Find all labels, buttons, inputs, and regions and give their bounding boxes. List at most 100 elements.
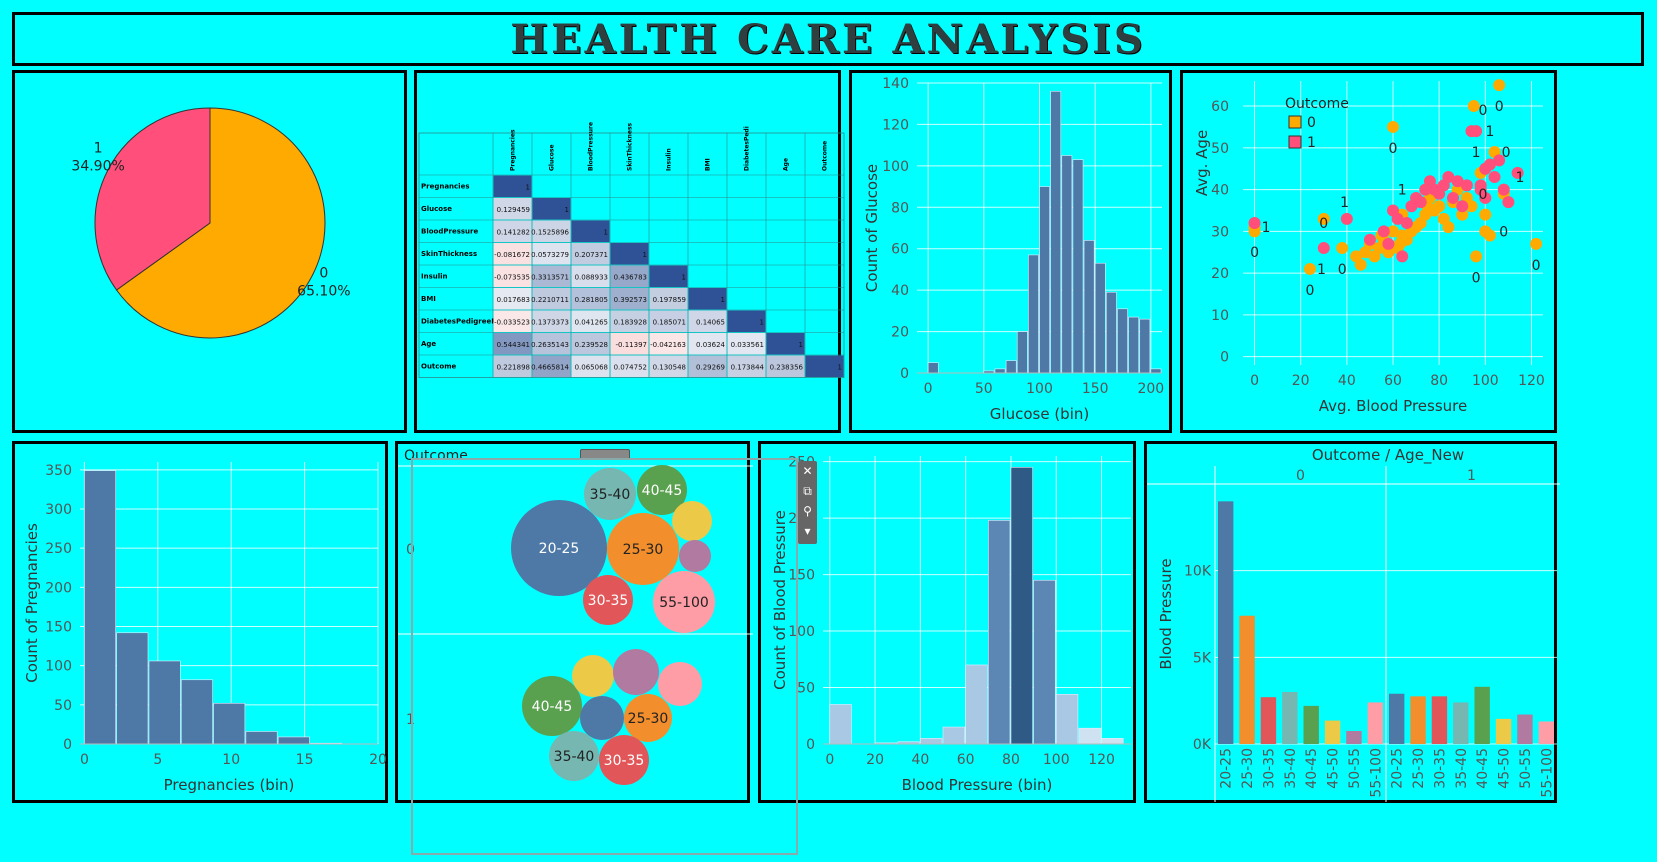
- scatter-annotation: 1: [1340, 195, 1349, 211]
- scatter-plot[interactable]: 0 20 40 60 80 100 1200102030405060010101001000…: [1183, 73, 1560, 436]
- scatter-annotation: 1: [1485, 124, 1494, 140]
- age-bar-panel[interactable]: Outcome / Age_New 0 1 0K 5K 10K 20-25 25-30 30-3…: [1144, 441, 1560, 806]
- scatter-point: [1456, 208, 1469, 221]
- table-cell-value: 0.129459: [497, 206, 530, 214]
- histogram-bar: [213, 702, 246, 745]
- scatter-point: [1497, 183, 1510, 196]
- table-cell: [610, 288, 649, 310]
- correlation-table[interactable]: Pregnancies Glucose BloodPressure SkinThick…: [417, 73, 845, 436]
- pie-chart[interactable]: 0 65.10% 1 34.90%: [15, 73, 410, 436]
- y-tick-label: 150: [45, 620, 72, 636]
- table-cell-value: 0.065068: [575, 363, 608, 371]
- bubble-label: 55-100: [659, 595, 709, 611]
- table-cell: [532, 265, 571, 287]
- scatter-point: [1530, 237, 1543, 250]
- scatter-annotation: 0: [1479, 103, 1488, 119]
- histogram-bar: [994, 368, 1006, 374]
- table-cell: [532, 220, 571, 242]
- pie-chart-panel[interactable]: 0 65.10% 1 34.90%: [12, 70, 407, 433]
- scatter-point: [1467, 100, 1480, 113]
- glucose-histogram[interactable]: 0 50 100 150 200 0 20 40 60 80 100 120 140 Glucose (b…: [852, 73, 1175, 436]
- table-cell-value: 0.4665814: [531, 363, 569, 371]
- y-tick-label: 0: [900, 366, 909, 382]
- more-options-icon[interactable]: ▾: [804, 524, 811, 538]
- table-cell-value: 0.392573: [614, 296, 647, 304]
- legend-title: Outcome: [1285, 96, 1349, 112]
- age-bar: [1367, 702, 1383, 744]
- scatter-point: [1456, 200, 1469, 213]
- age-bar: [1389, 693, 1405, 744]
- y-tick-label: 0K: [1193, 737, 1212, 753]
- age-bar: [1538, 721, 1554, 744]
- scatter-point: [1340, 212, 1353, 225]
- blood-pressure-histogram[interactable]: 020406080100120050100150200250Blood Pres…: [761, 444, 1139, 806]
- y-tick-label: 120: [882, 117, 909, 133]
- table-column-header: Pregnancies: [510, 129, 517, 171]
- table-row-header: Pregnancies: [421, 182, 470, 190]
- scatter-annotation: 0: [1502, 145, 1511, 161]
- histogram-bar: [1033, 579, 1056, 745]
- table-cell: [727, 355, 766, 377]
- y-tick-label: 0: [806, 737, 815, 753]
- close-icon[interactable]: ✕: [802, 464, 813, 478]
- table-row-header: Age: [421, 340, 436, 348]
- histogram-bar: [84, 470, 116, 745]
- pregnancies-histogram[interactable]: 0 5 10 15 20050100150200250300350Pregnancies…: [15, 444, 391, 806]
- table-row-header: DiabetesPedigreeFun: [421, 317, 506, 325]
- age-bar: [1474, 686, 1490, 744]
- bubble-chart[interactable]: Outcome 0 1 20-25 25-30 35-40 40-45 30-35 55-100…: [398, 444, 753, 806]
- pregnancies-histogram-panel[interactable]: 0 5 10 15 20 0 50 100 150 200 250 300 350 Pregnancies…: [12, 441, 388, 803]
- blood-pressure-histogram-panel[interactable]: 020406080100120050100150200250Blood Pres…: [758, 441, 1136, 803]
- y-tick-label: 40: [1211, 183, 1229, 199]
- bubble: [511, 500, 607, 596]
- table-border: [418, 132, 845, 378]
- x-tick-label: 100: [1043, 752, 1070, 768]
- table-row-header: SkinThickness: [421, 250, 477, 258]
- table-column-header: BMI: [705, 158, 712, 171]
- glucose-histogram-panel[interactable]: 0 50 100 150 200 0 20 40 60 80 100 120 140 Glucose (b…: [849, 70, 1172, 433]
- legend-swatch: [1288, 135, 1302, 149]
- table-cell: [532, 310, 571, 332]
- x-tick-label: 60: [1384, 373, 1402, 389]
- x-tick-label: 0: [924, 381, 933, 397]
- scatter-point: [1433, 200, 1446, 213]
- table-cell-value: 1: [838, 363, 842, 371]
- table-cell: [571, 333, 610, 355]
- table-cell-value: 0.185071: [653, 318, 686, 326]
- table-cell: [766, 333, 805, 355]
- table-cell: [610, 310, 649, 332]
- table-cell-value: 0.141282: [497, 228, 530, 236]
- y-tick-label: 10K: [1184, 564, 1212, 580]
- age-bar: [1218, 501, 1234, 744]
- x-tick-label: 200: [1137, 381, 1164, 397]
- scatter-panel[interactable]: 0 20 40 60 80 100 120 0 10 20 30 40 50 60 0 1 0 1 0 1 0 0 1 0 0 0…: [1180, 70, 1557, 433]
- scatter-point: [1248, 217, 1261, 229]
- scatter-point: [1488, 171, 1501, 184]
- scatter-annotation: 0: [1250, 245, 1259, 261]
- x-tick-label: 30-35: [1261, 748, 1277, 789]
- filter-icon[interactable]: ⚲: [803, 504, 812, 518]
- table-cell: [805, 355, 844, 377]
- histogram-bar: [148, 660, 181, 745]
- bubble: [613, 649, 659, 695]
- x-tick-label: 80: [1002, 752, 1020, 768]
- correlation-table-panel[interactable]: Pregnancies Glucose BloodPressure SkinThick…: [414, 70, 845, 436]
- table-cell: [610, 243, 649, 265]
- pie-slice-label: 0: [319, 266, 328, 282]
- table-cell-value: 0.544341: [497, 341, 530, 349]
- table-cell-value: 1: [643, 251, 647, 259]
- bubble-chart-panel[interactable]: Outcome 0 1 20-25 25-30 35-40 40-45 30-35 55-100…: [395, 441, 753, 806]
- scatter-point: [1474, 179, 1487, 192]
- table-cell-value: 0.173844: [731, 363, 765, 371]
- table-cell-value: 0.2635143: [531, 341, 569, 349]
- table-cell-value: 0.197859: [653, 296, 686, 304]
- x-tick-label: 120: [1088, 752, 1115, 768]
- bubble-chart-title: Outcome: [404, 448, 468, 464]
- scatter-point: [1479, 191, 1492, 204]
- table-cell-value: 0.0573279: [531, 251, 569, 259]
- table-column-header: Glucose: [549, 144, 556, 171]
- age-bar: [1517, 714, 1533, 744]
- y-tick-label: 5K: [1193, 650, 1212, 666]
- open-icon[interactable]: ⧉: [803, 484, 812, 498]
